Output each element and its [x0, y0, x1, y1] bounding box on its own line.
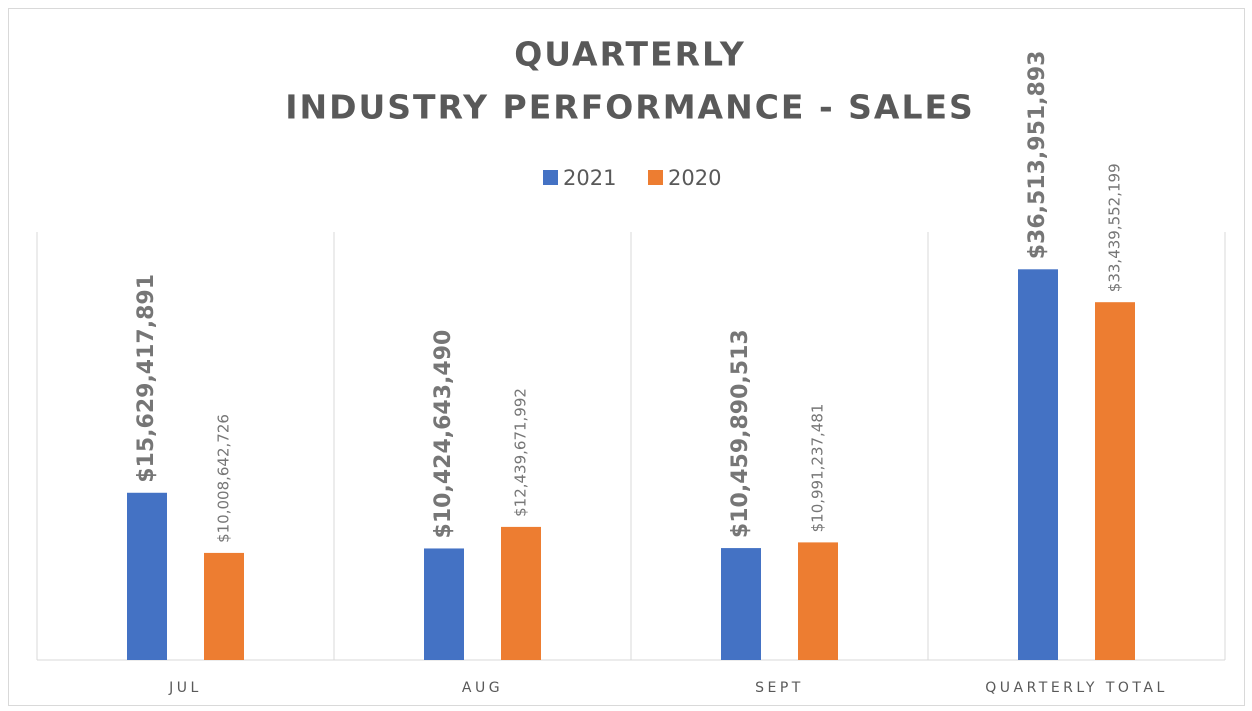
bar: [1095, 302, 1135, 660]
legend-label: 2021: [563, 166, 616, 190]
data-label: $36,513,951,893: [1025, 51, 1050, 260]
bar: [501, 526, 541, 660]
data-label: $12,439,671,992: [512, 388, 530, 517]
x-tick-label: SEPT: [755, 680, 804, 696]
bar: [721, 548, 761, 660]
chart-title: INDUSTRY PERFORMANCE - SALES: [285, 88, 975, 127]
chart-title: QUARTERLY: [514, 35, 746, 74]
data-label: $10,008,642,726: [215, 414, 233, 543]
x-tick-label: QUARTERLY TOTAL: [985, 680, 1168, 696]
bar: [204, 552, 244, 660]
bar: [798, 542, 838, 660]
bar: [127, 492, 167, 660]
bar: [424, 548, 464, 660]
data-label: $33,439,552,199: [1106, 163, 1124, 292]
legend-swatch: [543, 170, 558, 185]
data-label: $10,424,643,490: [431, 330, 456, 539]
x-tick-label: JUL: [168, 680, 202, 696]
legend-swatch: [648, 170, 663, 185]
bar: [1018, 269, 1058, 660]
x-tick-label: AUG: [462, 680, 503, 696]
legend-label: 2020: [668, 166, 721, 190]
data-label: $10,459,890,513: [728, 329, 753, 538]
data-label: $10,991,237,481: [809, 404, 827, 533]
data-label: $15,629,417,891: [134, 274, 159, 483]
